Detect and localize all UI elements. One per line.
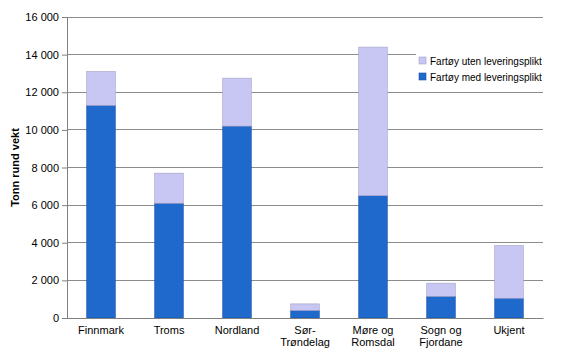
grid [67,17,543,318]
tick-mark [62,205,67,206]
legend-item: Fartøy med leveringsplikt [419,72,542,83]
legend-item: Fartøy uten leveringsplikt [419,56,542,67]
tick-label: 12 000 [25,86,59,98]
bar [495,246,524,299]
bar [359,196,388,318]
tick-mark [62,92,67,93]
tick-mark [62,280,67,281]
grid-line [67,17,543,18]
legend-swatch [419,57,426,64]
bar [291,304,320,311]
tick-label-line: Finnmark [78,324,124,336]
tick-label: Finnmark [78,324,124,336]
tick-label-line: Trøndelag [280,336,330,348]
legend-swatch [419,73,426,80]
tick-mark [62,17,67,18]
tick-label: Troms [154,324,185,336]
tick: 4 000 [31,237,67,249]
bar [155,173,184,203]
tick: Ukjent [493,318,524,336]
tick-label: 2 000 [31,274,59,286]
axis-line [68,318,544,319]
tick: Nordland [215,318,260,336]
tick: Finnmark [78,318,124,336]
chart: 0 2 000 4 000 6 000 8 000 10 000 12 000 14 000 1… [0,0,579,361]
y-axis-title: Tonn rund vekt [9,128,21,207]
axis-line [67,18,68,319]
x-axis: Finnmark Troms Nordland Sør-Trøndelag Møre o… [68,318,544,348]
tick-mark [62,55,67,56]
grid-line [67,92,543,93]
grid-line [67,167,543,168]
series [87,105,524,318]
bar [87,105,116,318]
tick-label-line: Møre og [353,324,394,336]
tick: 10 000 [25,124,67,136]
bar [427,296,456,318]
tick-label: 6 000 [31,199,59,211]
grid-line [67,205,543,206]
tick: 14 000 [25,49,67,61]
y-axis: 0 2 000 4 000 6 000 8 000 10 000 12 000 14 000 1… [25,11,67,324]
tick-label: 4 000 [31,237,59,249]
legend: Fartøy uten leveringsplikt Fartøy med lev… [416,52,566,88]
tick-mark [62,318,67,319]
tick: 12 000 [25,86,67,98]
tick-label: 8 000 [31,162,59,174]
tick-mark [62,130,67,131]
tick-mark [62,243,67,244]
tick: 16 000 [25,11,67,23]
tick: Troms [154,318,185,336]
bar [87,72,116,106]
tick-label: 0 [53,312,59,324]
bar [223,78,252,126]
tick-label-line: Sør- [294,324,316,336]
legend-background [416,52,566,88]
tick-label-line: Sogn og [421,324,462,336]
tick: Møre ogRomsdal [351,318,394,348]
tick-label-line: Ukjent [493,324,524,336]
legend-label: Fartøy uten leveringsplikt [430,56,542,67]
tick-label: Sogn ogFjordane [419,324,462,349]
bar [495,298,524,318]
bar [291,310,320,318]
legend-label: Fartøy med leveringsplikt [430,72,542,83]
bar [427,283,456,296]
tick: 6 000 [31,199,67,211]
tick-label: 10 000 [25,124,59,136]
bar [223,126,252,318]
tick: 0 [53,312,67,324]
bar [359,47,388,196]
tick-label: Nordland [215,324,260,336]
tick-label: 14 000 [25,49,59,61]
tick-label: Ukjent [493,324,524,336]
tick: Sør-Trøndelag [280,318,330,348]
tick-label: Møre ogRomsdal [351,324,394,349]
tick: Sogn ogFjordane [419,318,462,348]
grid-line [67,280,543,281]
tick-label: 16 000 [25,11,59,23]
tick-label: Sør-Trøndelag [280,324,330,349]
tick-label-line: Romsdal [351,336,394,348]
tick-label-line: Troms [154,324,185,336]
tick: 8 000 [31,162,67,174]
plot: 0 2 000 4 000 6 000 8 000 10 000 12 000 14 000 1… [25,11,543,348]
tick: 2 000 [31,274,67,286]
tick-mark [62,168,67,169]
tick-label-line: Fjordane [419,336,462,348]
grid-line [67,129,543,130]
bar [155,203,184,318]
grid-line [67,242,543,243]
tick-label-line: Nordland [215,324,260,336]
